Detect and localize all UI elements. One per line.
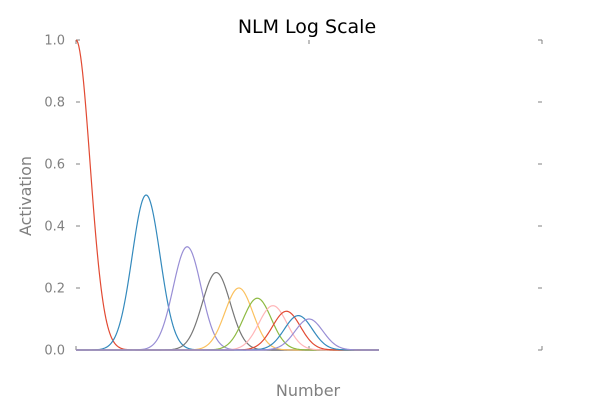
tuning-curves (75, 39, 379, 351)
y-tick-label: 0.6 (44, 158, 65, 173)
y-tick-label: 1.0 (44, 34, 65, 49)
tuning-curve-4 (76, 271, 379, 351)
tuning-curve-3 (76, 246, 379, 351)
y-tick-label: 0.0 (44, 344, 65, 359)
y-tick-label: 0.4 (44, 220, 65, 235)
x-axis-label: Number (276, 381, 341, 400)
tuning-curve-10 (76, 318, 379, 351)
tuning-curve-1 (75, 39, 379, 351)
tuning-curve-2 (76, 194, 379, 351)
x-axis-ticks (75, 40, 543, 350)
y-axis-label: Activation (16, 156, 35, 236)
y-axis-ticks: 0.0 0.2 0.4 0.6 0.8 1.0 (44, 34, 542, 359)
y-tick-label: 0.8 (44, 96, 65, 111)
y-tick-label: 0.2 (44, 282, 65, 297)
chart-title: NLM Log Scale (238, 16, 376, 38)
